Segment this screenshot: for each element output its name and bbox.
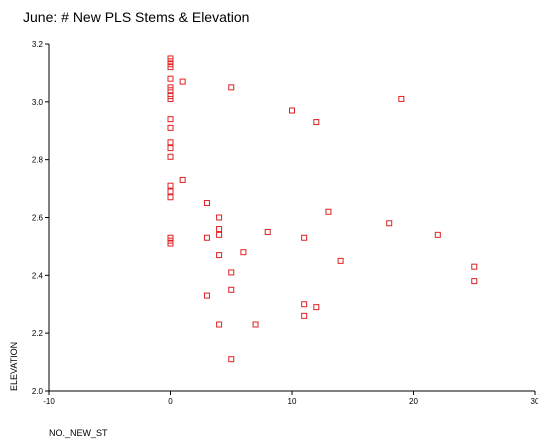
data-point xyxy=(217,215,222,220)
x-axis-title: NO._NEW_ST xyxy=(49,428,108,438)
data-point xyxy=(168,154,173,159)
y-tick-label: 3.2 xyxy=(32,40,44,49)
x-tick-label: 20 xyxy=(409,397,418,406)
data-point xyxy=(168,146,173,151)
data-point xyxy=(217,232,222,237)
x-tick-label: -10 xyxy=(43,397,55,406)
data-point xyxy=(180,177,185,182)
data-point xyxy=(168,183,173,188)
data-point xyxy=(472,279,477,284)
data-point xyxy=(168,140,173,145)
tick-labels: 2.0 2.2 2.4 2.6 2.8 3.0 3.2 -10 0 10 20 30 xyxy=(32,40,538,406)
x-tick-label: 10 xyxy=(288,397,297,406)
data-point xyxy=(435,232,440,237)
data-point xyxy=(241,250,246,255)
data-point xyxy=(168,195,173,200)
data-point xyxy=(229,270,234,275)
data-point xyxy=(302,302,307,307)
data-point xyxy=(314,305,319,310)
data-point xyxy=(302,235,307,240)
data-point xyxy=(302,313,307,318)
ticks xyxy=(45,44,535,395)
data-point xyxy=(399,96,404,101)
y-tick-label: 2.6 xyxy=(32,214,44,223)
data-points xyxy=(168,56,477,362)
data-point xyxy=(387,221,392,226)
data-point xyxy=(168,189,173,194)
data-point xyxy=(265,229,270,234)
data-point xyxy=(472,264,477,269)
axes xyxy=(49,44,535,391)
data-point xyxy=(168,125,173,130)
data-point xyxy=(204,293,209,298)
x-tick-label: 0 xyxy=(168,397,173,406)
data-point xyxy=(217,227,222,232)
data-point xyxy=(326,209,331,214)
data-point xyxy=(168,76,173,81)
y-tick-label: 2.4 xyxy=(32,271,44,280)
data-point xyxy=(217,253,222,258)
data-point xyxy=(217,322,222,327)
y-tick-label: 3.0 xyxy=(32,98,44,107)
data-point xyxy=(314,120,319,125)
data-point xyxy=(168,117,173,122)
data-point xyxy=(204,201,209,206)
data-point xyxy=(290,108,295,113)
y-tick-label: 2.2 xyxy=(32,329,44,338)
y-tick-label: 2.0 xyxy=(32,387,44,396)
data-point xyxy=(338,258,343,263)
data-point xyxy=(180,79,185,84)
y-axis-title: ELEVATION xyxy=(9,342,19,391)
data-point xyxy=(229,287,234,292)
data-point xyxy=(253,322,258,327)
y-tick-label: 2.8 xyxy=(32,156,44,165)
data-point xyxy=(204,235,209,240)
data-point xyxy=(229,85,234,90)
x-tick-label: 30 xyxy=(531,397,538,406)
data-point xyxy=(229,357,234,362)
